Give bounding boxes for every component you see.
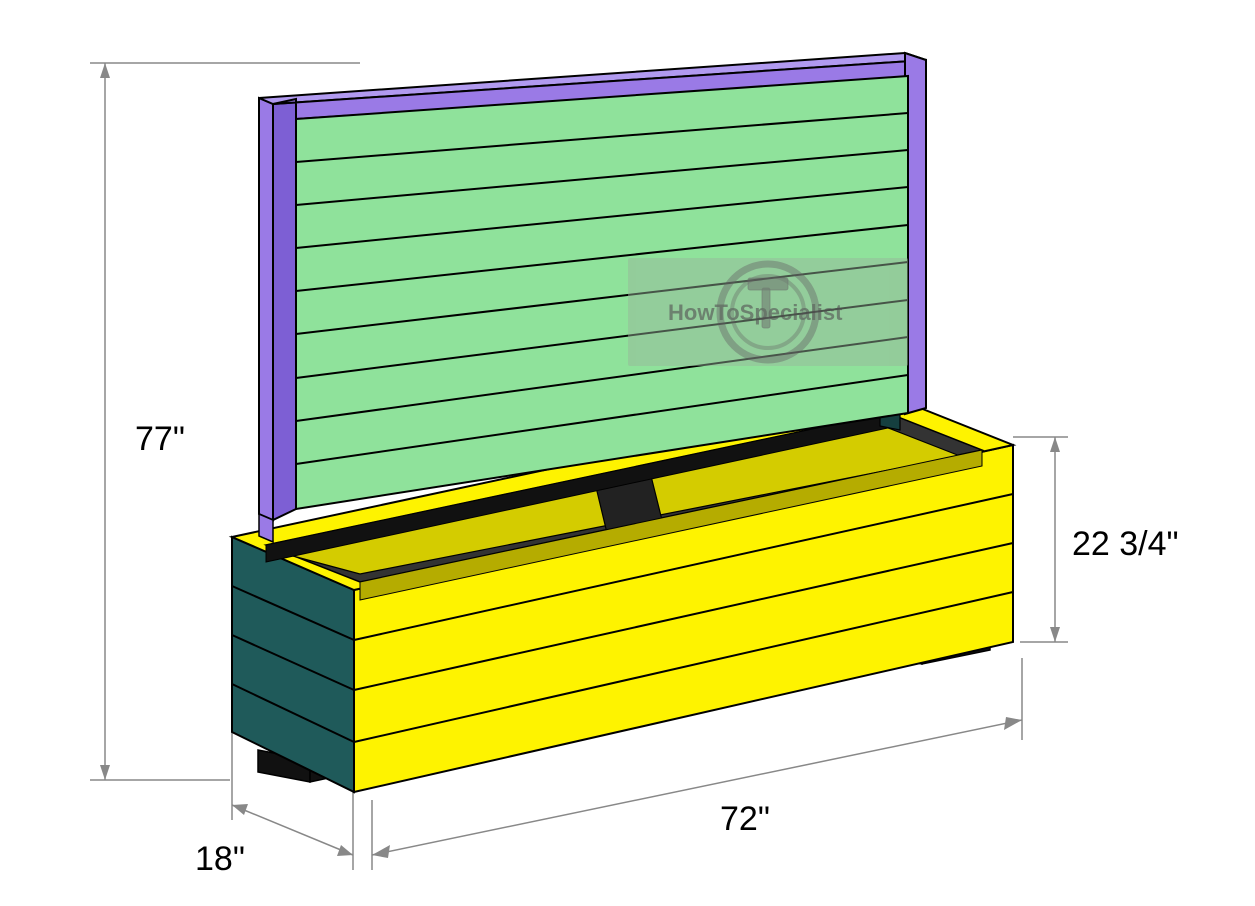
watermark-text: HowToSpecialist [668,300,843,325]
watermark: HowToSpecialist [628,258,908,366]
dim-box-height-label: 22 3/4" [1072,525,1179,563]
dim-box-height: 22 3/4" [1013,437,1179,642]
dim-depth-label: 18" [195,840,245,878]
dim-width-label: 72" [720,800,770,838]
dim-height-label: 77" [135,420,185,458]
diagram-canvas: 77" 18" 72" 22 3/4" [0,0,1255,906]
